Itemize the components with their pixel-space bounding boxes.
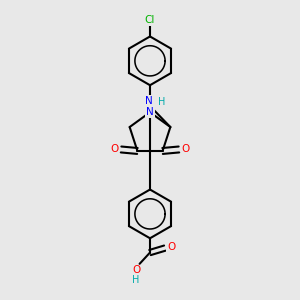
Text: O: O	[110, 145, 119, 154]
Text: Cl: Cl	[145, 15, 155, 25]
Text: O: O	[181, 145, 190, 154]
Text: H: H	[132, 275, 140, 285]
Text: H: H	[158, 97, 165, 107]
Text: O: O	[132, 266, 140, 275]
Text: N: N	[146, 107, 154, 117]
Text: O: O	[167, 242, 175, 252]
Text: N: N	[145, 96, 152, 106]
